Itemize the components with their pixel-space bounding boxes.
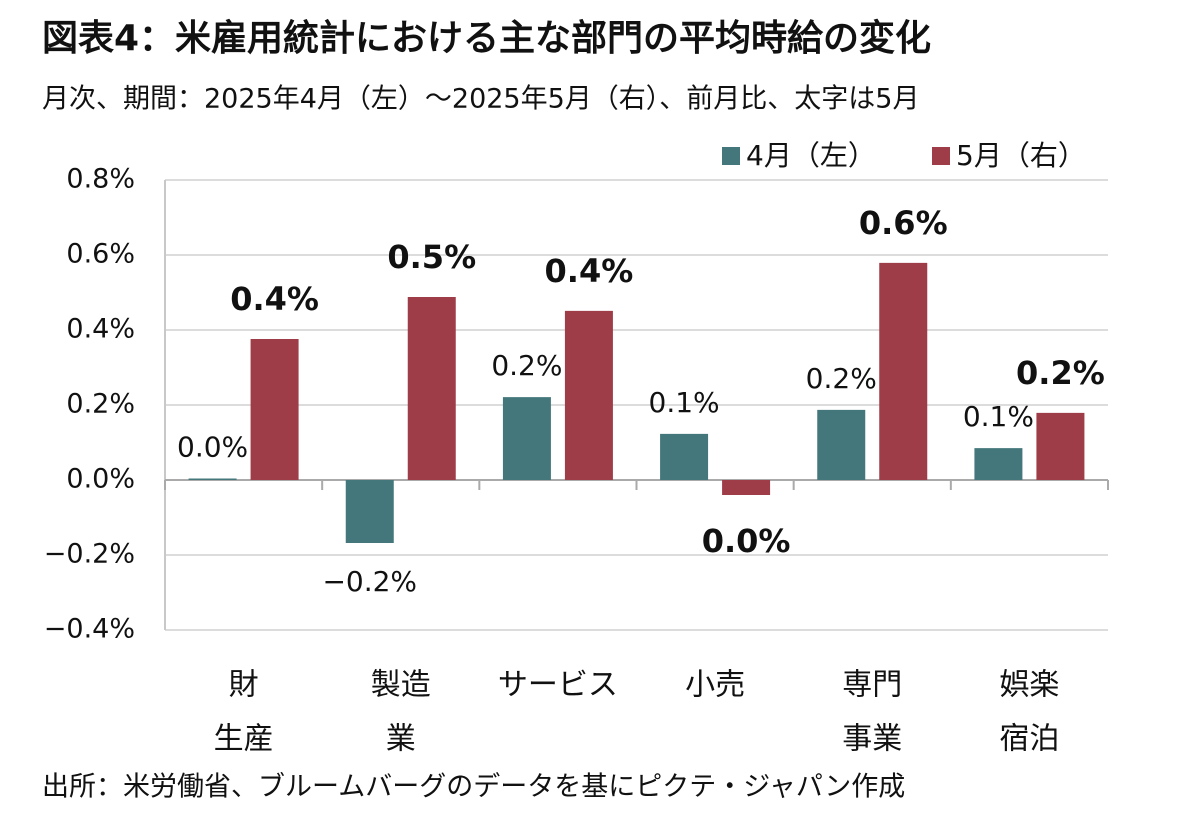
y-tick-label: 0.0% xyxy=(66,464,135,495)
y-tick-label: 0.2% xyxy=(66,389,135,420)
x-tick-label: 小売 xyxy=(685,668,745,703)
bar xyxy=(1036,412,1085,480)
value-label: 0.0% xyxy=(177,431,248,464)
legend-swatch xyxy=(722,147,740,165)
value-label: 0.0% xyxy=(702,522,791,560)
x-tick-label: 娯楽 xyxy=(999,668,1059,703)
value-label: −0.2% xyxy=(322,565,417,598)
value-label: 0.4% xyxy=(230,280,319,318)
bar xyxy=(817,409,866,480)
bar xyxy=(502,397,551,480)
x-tick-label: 業 xyxy=(386,722,416,757)
value-label: 0.4% xyxy=(545,252,634,290)
bar xyxy=(974,448,1023,480)
y-tick-label: −0.4% xyxy=(44,614,135,645)
y-tick-label: 0.6% xyxy=(66,239,135,270)
value-label: 0.1% xyxy=(963,400,1034,433)
x-tick-label: 宿泊 xyxy=(999,722,1059,757)
y-tick-label: −0.2% xyxy=(44,539,135,570)
value-label: 0.2% xyxy=(806,362,877,395)
bar xyxy=(879,262,928,480)
value-label: 0.2% xyxy=(1016,354,1105,392)
value-label: 0.5% xyxy=(387,238,476,276)
x-tick-label: 専門 xyxy=(842,668,902,703)
bar xyxy=(722,480,771,495)
legend-label: 4月（左） xyxy=(746,139,876,172)
value-label: 0.2% xyxy=(491,349,562,382)
x-tick-label: 財 xyxy=(229,668,259,703)
y-tick-label: 0.8% xyxy=(66,164,135,195)
x-tick-label: 事業 xyxy=(842,722,902,757)
value-label: 0.1% xyxy=(649,386,720,419)
x-tick-label: サービス xyxy=(498,668,618,703)
bar xyxy=(660,433,709,480)
bar xyxy=(188,478,237,480)
chart-title: 図表4：米雇用統計における主な部門の平均時給の変化 xyxy=(42,17,931,59)
legend-swatch xyxy=(932,147,950,165)
legend-label: 5月（右） xyxy=(956,139,1086,172)
value-label: 0.6% xyxy=(859,204,948,242)
x-tick-label: 生産 xyxy=(214,722,274,757)
bar xyxy=(345,480,394,543)
bar xyxy=(250,339,299,480)
bar xyxy=(564,310,613,480)
x-tick-label: 製造 xyxy=(371,668,431,703)
chart-subtitle: 月次、期間：2025年4月（左）～2025年5月（右）、前月比、太字は5月 xyxy=(42,84,919,115)
bar xyxy=(407,297,456,480)
source-note: 出所：米労働省、ブルームバーグのデータを基にピクテ・ジャパン作成 xyxy=(42,772,905,803)
y-tick-label: 0.4% xyxy=(66,314,135,345)
